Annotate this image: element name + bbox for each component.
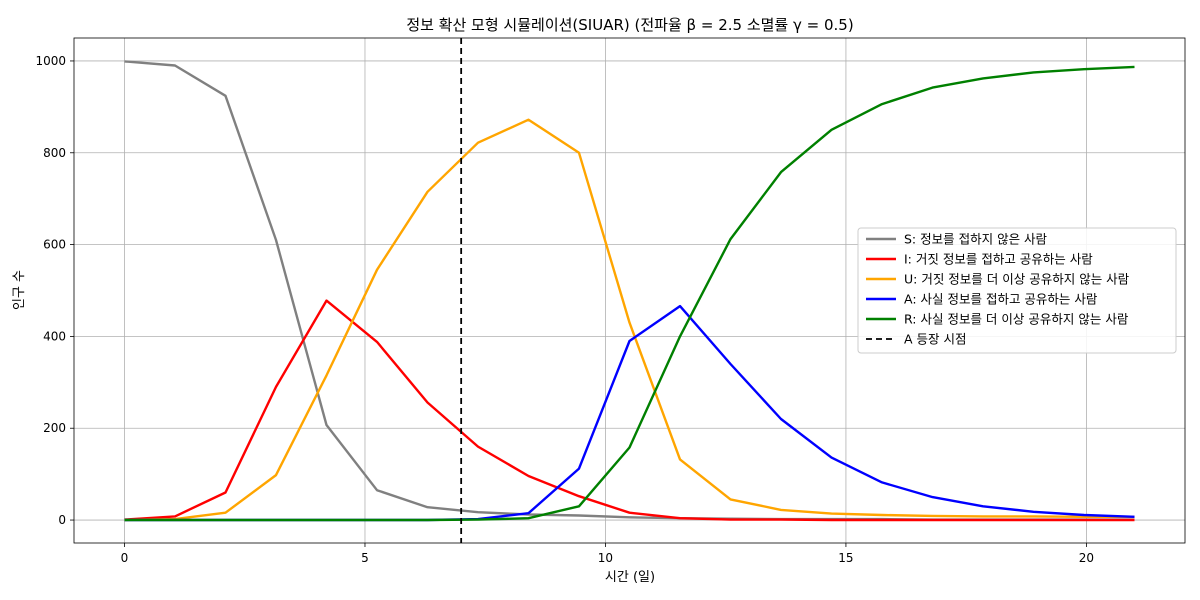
x-tick-label: 10	[598, 551, 613, 565]
series-line-u	[124, 118, 1135, 522]
y-axis-label: 인구 수	[12, 270, 27, 310]
legend-label: A: 사실 정보를 접하고 공유하는 사람	[904, 292, 1098, 307]
x-axis-label: 시간 (일)	[605, 570, 655, 585]
y-tick-label: 0	[58, 513, 66, 527]
x-tick-label: 5	[361, 551, 369, 565]
y-tick-label: 800	[43, 146, 66, 160]
legend-box	[857, 227, 1177, 354]
x-tick-label: 0	[121, 551, 129, 565]
legend-label: U: 거짓 정보를 더 이상 공유하지 않는 사람	[904, 272, 1130, 287]
plot-frame	[73, 37, 1186, 544]
x-tick-label: 20	[1079, 551, 1094, 565]
legend-label: I: 거짓 정보를 접하고 공유하는 사람	[904, 252, 1093, 267]
legend-label: A 등장 시점	[904, 332, 967, 347]
x-ticks: 0 5 10 15 20	[121, 543, 1094, 565]
y-tick-label: 600	[43, 238, 66, 252]
y-tick-label: 1000	[35, 54, 66, 68]
legend-label: S: 정보를 접하지 않은 사람	[904, 232, 1048, 247]
y-ticks: 0 200 400 600 800 1000	[35, 54, 74, 527]
chart-title: 정보 확산 모형 시뮬레이션(SIUAR) (전파율 β = 2.5 소멸률 γ…	[406, 16, 853, 34]
series-lines	[124, 60, 1135, 522]
legend-label: R: 사실 정보를 더 이상 공유하지 않는 사람	[904, 312, 1129, 327]
series-line-r	[124, 65, 1135, 522]
x-tick-label: 15	[838, 551, 853, 565]
series-line-i	[124, 299, 1135, 522]
y-tick-label: 200	[43, 421, 66, 435]
y-tick-label: 400	[43, 329, 66, 343]
legend: S: 정보를 접하지 않은 사람 I: 거짓 정보를 접하고 공유하는 사람 U: …	[857, 227, 1177, 354]
